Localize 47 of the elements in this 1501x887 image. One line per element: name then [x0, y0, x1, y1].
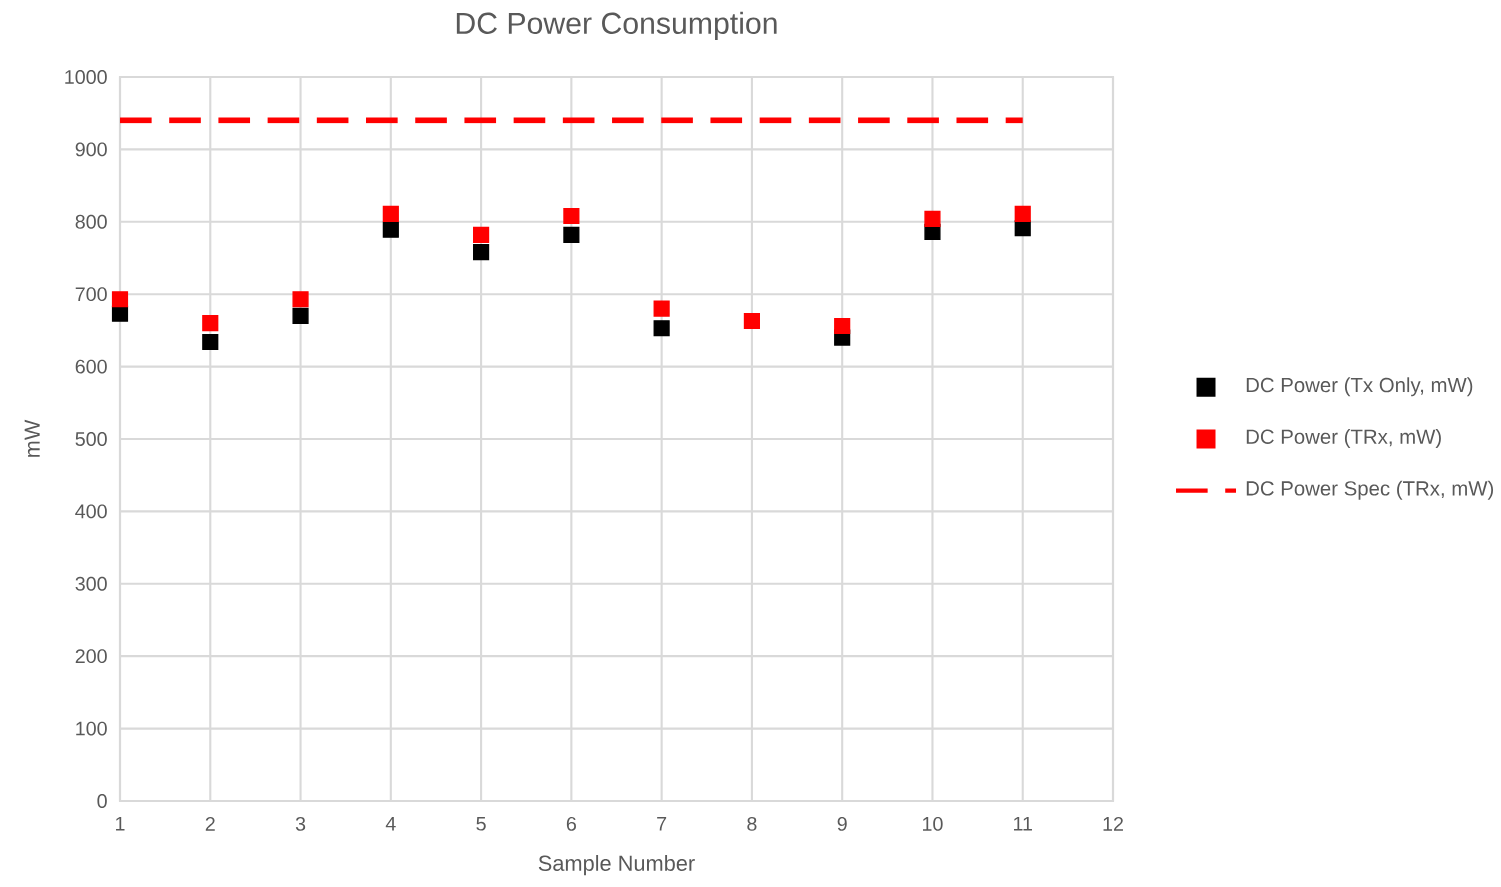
x-tick-label: 9	[837, 816, 847, 831]
point	[292, 307, 309, 324]
point	[563, 207, 580, 225]
point	[743, 312, 761, 330]
point	[382, 205, 399, 222]
x-tick-label: 7	[657, 816, 667, 831]
point	[202, 333, 219, 351]
legend-label: DC Power (TRx, mW)	[1246, 428, 1441, 448]
y-tick-label: 900	[75, 142, 107, 157]
x-tick-label: 5	[476, 816, 486, 831]
point	[111, 305, 129, 322]
y-tick-label: 0	[97, 794, 107, 808]
y-tick-label: 400	[75, 504, 107, 519]
x-tick-label: 12	[1103, 816, 1123, 831]
point	[202, 315, 219, 332]
point	[382, 221, 399, 238]
y-tick-label: 800	[75, 214, 107, 229]
x-tick-label: 4	[385, 816, 396, 831]
x-tick-label: 11	[1014, 816, 1032, 831]
y-tick-label: 200	[75, 649, 107, 664]
x-axis-title: Sample Number	[538, 855, 695, 876]
legend-label: DC Power Spec (TRx, mW)	[1246, 480, 1494, 500]
x-tick-label: 6	[566, 816, 576, 831]
x-tick-label: 10	[923, 816, 943, 831]
y-tick-label: 700	[75, 287, 107, 302]
point	[653, 320, 670, 337]
y-tick-label: 100	[76, 721, 107, 736]
point	[563, 226, 580, 243]
point	[1014, 205, 1031, 222]
x-tick-label: 8	[747, 816, 757, 831]
point	[653, 300, 670, 317]
y-tick-label: 300	[75, 576, 107, 591]
y-axis-title: mW	[24, 419, 40, 457]
point	[834, 317, 851, 335]
x-tick-label: 3	[295, 816, 306, 831]
point	[111, 291, 129, 308]
chart-title: DC Power Consumption	[456, 11, 777, 40]
point	[292, 291, 309, 308]
point	[924, 210, 941, 227]
y-tick-label: 500	[75, 432, 107, 446]
point	[473, 244, 490, 261]
point	[473, 226, 490, 243]
x-tick-label: 2	[205, 816, 215, 831]
x-tick-label: 1	[116, 816, 125, 831]
y-tick-label: 1000	[65, 70, 107, 84]
legend-label: DC Power (Tx Only, mW)	[1246, 377, 1473, 397]
y-tick-label: 600	[75, 359, 107, 374]
